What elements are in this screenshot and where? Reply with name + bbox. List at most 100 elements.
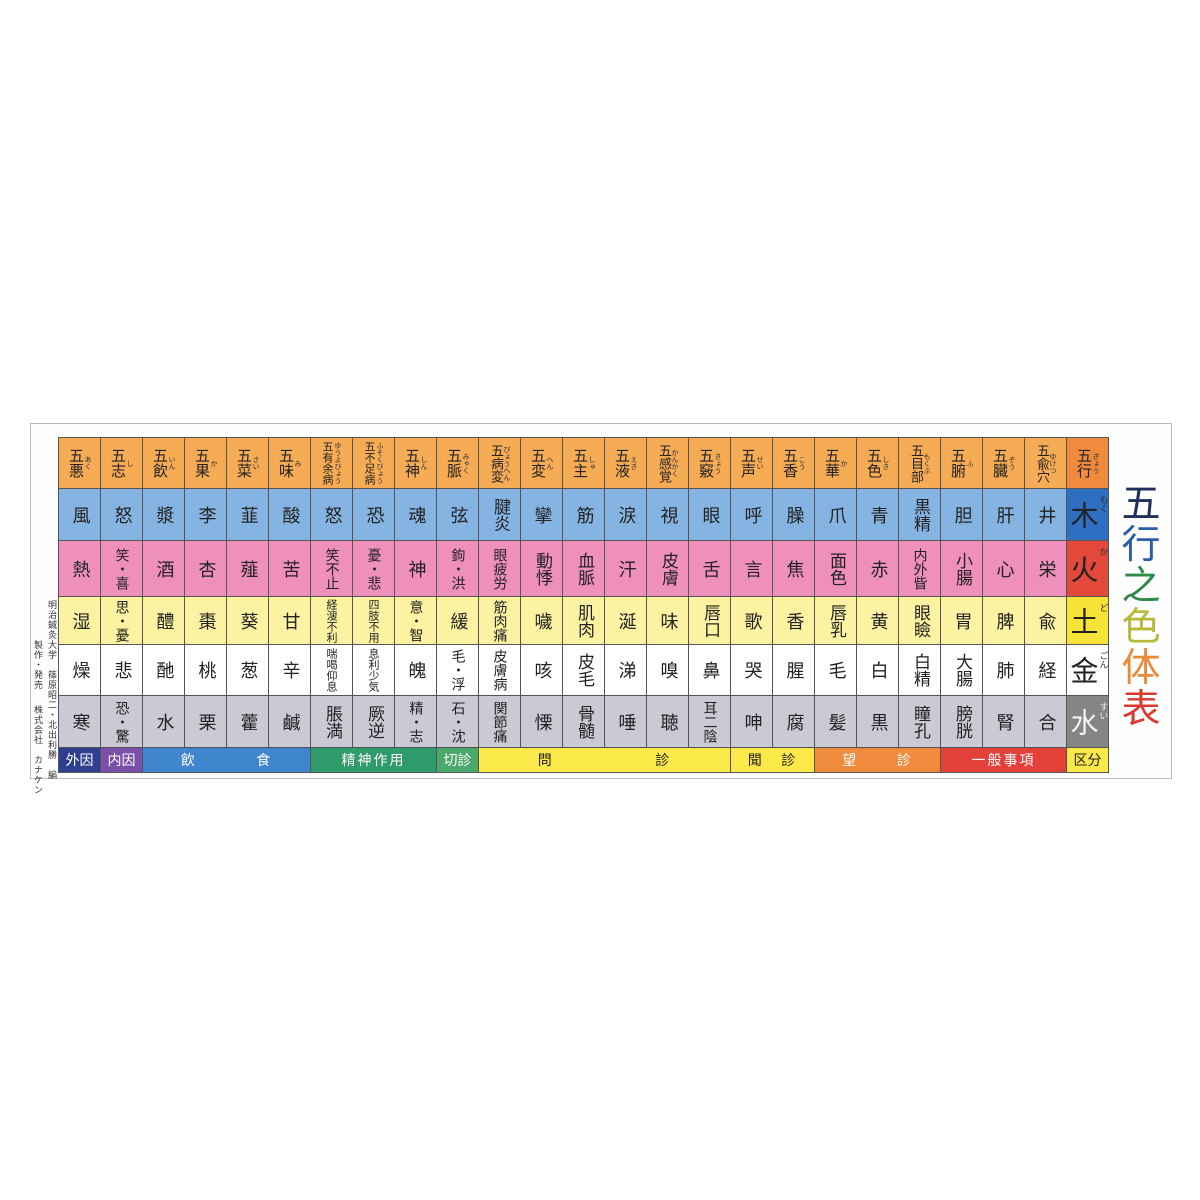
column-header-label: 五有余病 (321, 441, 334, 485)
footer-category: 外因 (59, 748, 100, 772)
table-cell: 怒 (311, 489, 352, 540)
table-cell: 髪 (815, 696, 856, 747)
element-label: 金 (1067, 656, 1100, 684)
footer-category: 内因 (101, 748, 142, 772)
table-cell: 胃 (941, 597, 982, 644)
table-cell: 意・智 (395, 597, 436, 644)
table-cell: 笑・喜 (101, 541, 142, 596)
cell-value: 腎 (993, 712, 1015, 731)
cell-value: 涙 (615, 505, 637, 524)
column-header-label: 五脈 (445, 448, 463, 478)
table-cell: 息利少気 (353, 645, 394, 695)
footer-category-label: 外因 (65, 753, 94, 769)
cell-value: 燥 (69, 661, 91, 679)
cell-value: 唾 (615, 712, 637, 731)
cell-value: 兪 (1035, 611, 1057, 630)
cell-value: 喘喝仰息 (325, 648, 338, 692)
table-cell: 言 (731, 541, 772, 596)
table-cell: 大腸 (941, 645, 982, 695)
column-header-label: 五色 (865, 448, 883, 478)
column-header-reading: さい (252, 456, 260, 470)
column-header-reading: あく (84, 456, 92, 470)
table-cell: 水 (143, 696, 184, 747)
table-cell: 青 (857, 489, 898, 540)
cell-value: 焦 (783, 559, 805, 578)
cell-value: 香 (783, 611, 805, 630)
table-cell: 湿 (59, 597, 100, 644)
column-header: 五志し (101, 438, 142, 488)
table-cell: 怒 (101, 489, 142, 540)
table-cell: 合 (1025, 696, 1066, 747)
cell-value: 歌 (741, 611, 763, 630)
table-cell: 甘 (269, 597, 310, 644)
element-cell: 木もく (1067, 489, 1108, 540)
column-header-label: 五飲 (151, 448, 169, 478)
table-cell: 骨髄 (563, 696, 604, 747)
cell-value: 白精 (910, 653, 930, 687)
column-header: 五液 えき (605, 438, 646, 488)
table-cell: 腎 (983, 696, 1024, 747)
cell-value: 眼疲労 (491, 547, 508, 590)
column-header-reading: えき (630, 456, 638, 470)
column-header-label: 五病変 (488, 443, 503, 483)
cell-value: 呼 (741, 505, 763, 524)
cell-value: 唇口 (700, 603, 720, 638)
cell-value: 鹹 (279, 712, 301, 731)
column-header-reading: せい (756, 456, 764, 470)
table-cell: 嗅 (647, 645, 688, 695)
cell-value: 醴 (153, 611, 175, 630)
cell-value: 嗅 (657, 661, 679, 679)
column-header-reading: へん (546, 456, 554, 470)
table-cell: 舌 (689, 541, 730, 596)
cell-value: 眼 (699, 505, 721, 524)
column-header-label: 五感覚 (656, 443, 671, 483)
table-cell: 李 (185, 489, 226, 540)
table-cell: 皮膚病 (479, 645, 520, 695)
table-cell: 四肢不用 (353, 597, 394, 644)
cell-value: 苦 (279, 559, 301, 578)
column-header-label: 五兪穴 (1034, 443, 1049, 483)
cell-value: 憂・悲 (365, 547, 382, 590)
cell-value: 腱炎 (490, 497, 510, 532)
table-cell: 悲 (101, 645, 142, 695)
cell-value: 合 (1035, 712, 1057, 731)
cell-value: 栗 (195, 712, 217, 731)
column-header: 五腑ふ (941, 438, 982, 488)
cell-value: 肺 (993, 661, 1015, 679)
cell-value: 息利少気 (367, 648, 380, 692)
cell-value: 皮膚 (658, 551, 678, 586)
cell-value: 思・憂 (113, 599, 130, 642)
cell-value: 涕 (615, 661, 637, 679)
cell-value: 腥 (783, 661, 805, 679)
column-header-label: 五志 (109, 448, 127, 478)
column-header-reading: ふそくびょう (376, 442, 384, 484)
cell-value: 黒精 (910, 497, 930, 532)
table-cell: 鉤・洪 (437, 541, 478, 596)
column-header: 五目部 もくぶ (899, 438, 940, 488)
element-label: 木 (1067, 500, 1100, 529)
cell-value: 白 (867, 661, 889, 679)
column-header-label: 五変 (529, 448, 547, 478)
element-cell: 土ど (1067, 597, 1108, 644)
cell-value: 関節痛 (491, 700, 508, 743)
column-header: 五味み (269, 438, 310, 488)
table-cell: 瞳孔 (899, 696, 940, 747)
table-cell: 耳二陰 (689, 696, 730, 747)
cell-value: 熱 (69, 559, 91, 578)
table-cell: 厥逆 (353, 696, 394, 747)
cell-value: 葱 (237, 661, 259, 679)
column-header-reading: しん (420, 456, 428, 470)
cell-value: 骨髄 (574, 704, 594, 739)
table-cell: 笑不止 (311, 541, 352, 596)
cell-value: 涎 (615, 611, 637, 630)
cell-value: 魄 (405, 661, 427, 679)
table-cell: 香 (773, 597, 814, 644)
column-header: 五臓 ぞう (983, 438, 1024, 488)
title-char: 表 (1121, 687, 1161, 732)
table-cell: 鼻 (689, 645, 730, 695)
table-cell: 苦 (269, 541, 310, 596)
cell-value: 藿 (237, 712, 259, 731)
element-reading: か (1097, 547, 1108, 556)
cell-value: 哭 (741, 661, 763, 679)
cell-value: 味 (657, 611, 679, 630)
